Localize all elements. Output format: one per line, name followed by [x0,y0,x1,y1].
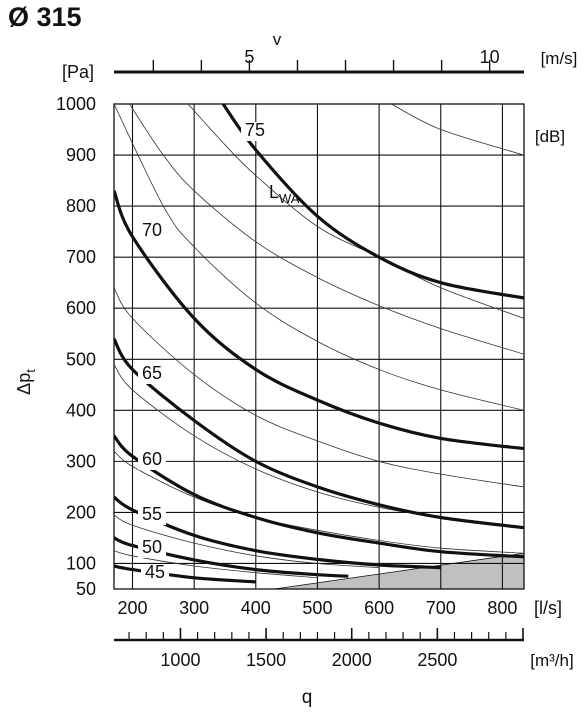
series-label-50: 50 [142,537,162,557]
x-tick-label-ls: 300 [179,598,209,618]
labels-layer: 75 70 65 60 55 50 45 LWA 50 100 200 300 400 500 600 700… [14,30,577,708]
x-tick-label-m3h: 1500 [246,650,286,670]
series-label-bg [141,564,169,583]
series-label-bg [138,365,166,384]
y-tick-label: 600 [66,298,96,318]
y-tick-label: 900 [66,145,96,165]
series-label-bg [138,222,166,241]
chart-title: Ø 315 [8,2,82,32]
x-unit-m3h: [m³/h] [530,651,573,670]
y-tick-label: 800 [66,196,96,216]
minor-curve [114,364,524,529]
series-curve-50 [114,536,349,578]
minor-curve [391,104,524,156]
x-tick-label-ls: 500 [302,598,332,618]
series-curve-70 [114,190,524,451]
velocity-unit-label: [m/s] [541,49,578,68]
y-tick-label: 1000 [56,94,96,114]
plot-frame [113,103,525,590]
series-label-lwa: LWA [269,182,300,206]
series-curves-layer [114,104,524,584]
x-tick-label-ls: 200 [117,598,147,618]
minor-curve [114,104,524,411]
x-tick-label-m3h: 1000 [160,650,200,670]
minor-curves-layer [114,104,524,579]
minor-curve [129,104,524,355]
velocity-axis-label: v [273,30,282,49]
x-tick-label-ls: 800 [487,598,517,618]
grid-layer [113,103,525,590]
series-label-bg [138,451,166,470]
y-axis-label-sub: t [23,369,38,373]
y-tick-label: 400 [66,400,96,420]
axes-layer [114,60,524,642]
series-label-bg [241,122,269,141]
y-axis-label-main: Δp [14,373,34,395]
y-unit-label: [Pa] [62,62,94,82]
series-label-55: 55 [142,504,162,524]
velocity-tick-label: 10 [480,47,500,67]
x-tick-label-ls: 700 [426,598,456,618]
velocity-tick-label: 5 [244,47,254,67]
minor-curve [114,550,318,579]
y-axis-label: Δpt [14,369,38,395]
x-axis-label: q [302,687,313,708]
x-tick-label-m3h: 2500 [417,650,457,670]
minor-curve [114,514,380,568]
x-tick-label-ls: 600 [364,598,394,618]
series-curve-55 [114,495,441,570]
y-tick-label: 50 [76,579,96,599]
series-label-bg [138,539,166,558]
x-tick-label-m3h: 2000 [332,650,372,670]
y-tick-label: 300 [66,451,96,471]
x-unit-ls: [l/s] [534,598,562,618]
series-curve-60 [114,434,524,559]
series-curve-75 [221,104,524,300]
minor-curve [114,287,524,488]
series-curve-65 [114,337,524,530]
x-tick-label-ls: 400 [241,598,271,618]
series-label-45: 45 [145,562,165,582]
y-tick-label: 200 [66,502,96,522]
y-tick-label: 700 [66,247,96,267]
series-label-65: 65 [142,363,162,383]
y-tick-label: 100 [66,553,96,573]
series-label-60: 60 [142,449,162,469]
y-tick-label: 500 [66,349,96,369]
lwa-sub: WA [279,191,300,206]
series-label-75: 75 [245,120,265,140]
series-label-70: 70 [142,220,162,240]
lwa-main: L [269,182,279,202]
series-label-bg [138,506,166,525]
minor-curve [187,104,524,319]
series-curve-45 [114,564,256,584]
db-unit-label: [dB] [535,127,565,146]
